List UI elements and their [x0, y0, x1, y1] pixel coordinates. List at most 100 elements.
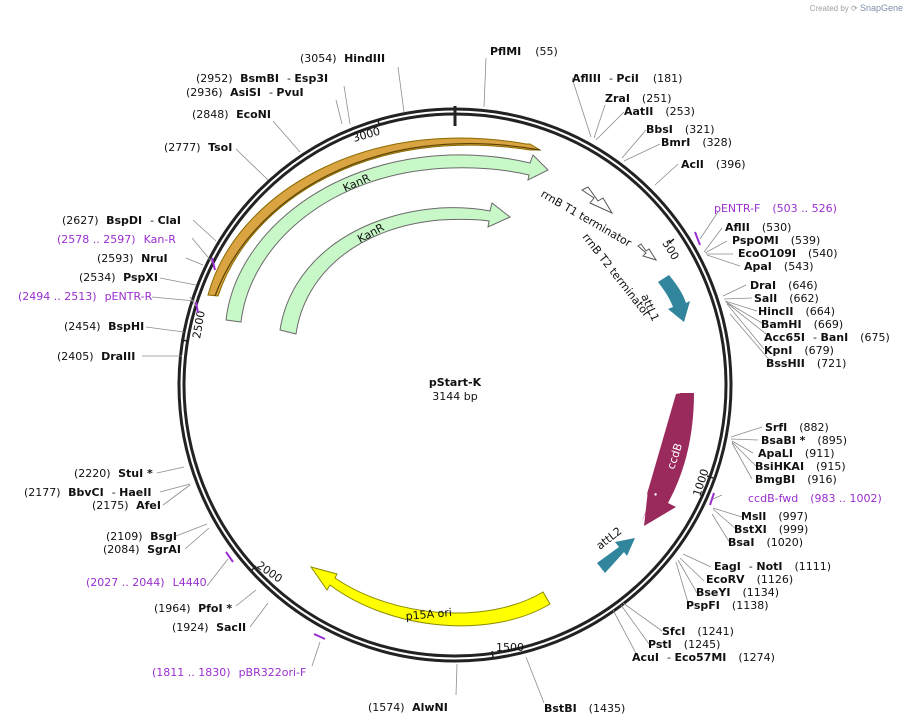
leader-zrai	[593, 104, 625, 141]
site-pspxi[interactable]: (2534) PspXI	[79, 271, 158, 284]
site-bsai[interactable]: BsaI (1020)	[728, 536, 803, 549]
site-sgrai[interactable]: (2084) SgrAI	[103, 543, 181, 556]
tick-2000-mark	[251, 565, 257, 571]
site-sfci[interactable]: SfcI (1241)	[662, 625, 734, 638]
site-bseyi[interactable]: BseYI (1134)	[696, 586, 779, 599]
site-acc65i[interactable]: Acc65I - BanI (675)	[764, 331, 890, 344]
site-stui[interactable]: (2220) StuI *	[74, 467, 153, 480]
site-psti[interactable]: PstI (1245)	[648, 638, 720, 651]
pentr-r-mark	[195, 301, 199, 314]
primer-markers	[195, 231, 715, 640]
leader-hindiii	[397, 66, 405, 113]
leader-acli	[654, 163, 679, 186]
site-bamhi[interactable]: BamHI (669)	[761, 318, 843, 331]
site-acli[interactable]: AclI (396)	[681, 158, 746, 171]
site-sacii[interactable]: (1924) SacII	[172, 621, 246, 634]
pbr322ori-f-mark	[313, 633, 326, 640]
kanr-outline-feature[interactable]	[207, 137, 542, 297]
site-afei[interactable]: (2175) AfeI	[92, 499, 161, 512]
site-bsphi[interactable]: (2454) BspHI	[64, 320, 144, 333]
site-bmgbi[interactable]: BmgBI (916)	[755, 473, 837, 486]
site-bspdi[interactable]: (2627) BspDI - ClaI	[62, 214, 181, 227]
site-hincii[interactable]: HincII (664)	[758, 305, 835, 318]
site-asisi[interactable]: (2936) AsiSI - PvuI	[186, 86, 304, 99]
leader-afliii	[571, 77, 592, 138]
site-pspfi[interactable]: PspFI (1138)	[686, 599, 768, 612]
site-apai[interactable]: ApaI (543)	[744, 260, 814, 273]
attl1-feature[interactable]	[658, 275, 690, 322]
kanr-outer-feature[interactable]	[225, 154, 549, 323]
site-draiii[interactable]: (2405) DraIII	[57, 350, 135, 363]
tick-500-mark	[668, 238, 675, 244]
site-alwni[interactable]: (1574) AlwNI	[368, 701, 448, 714]
primer-ccdb-fwd[interactable]: ccdB-fwd (983 .. 1002)	[748, 492, 882, 505]
site-apali[interactable]: ApaLI (911)	[758, 447, 835, 460]
leader-bbvci	[159, 483, 191, 506]
leader-bsmbi	[335, 85, 351, 125]
primer-kan-r[interactable]: (2578 .. 2597) Kan-R	[57, 233, 176, 246]
kanr-inner-feature[interactable]	[279, 202, 511, 335]
p15a-ori-feature[interactable]	[309, 566, 551, 627]
site-drai[interactable]: DraI (646)	[750, 279, 818, 292]
site-pflmi[interactable]: PflMI (55)	[490, 45, 558, 58]
leader-bstbi	[525, 656, 545, 704]
primer-pentr-f[interactable]: pENTR-F (503 .. 526)	[714, 202, 837, 215]
tick-1500-mark	[491, 650, 494, 658]
site-aflii[interactable]: AflII (530)	[725, 221, 791, 234]
site-kpni[interactable]: KpnI (679)	[764, 344, 834, 357]
leader-tsoi	[235, 148, 269, 181]
plasmid-length: 3144 bp	[432, 390, 477, 403]
l4440-mark	[225, 551, 234, 563]
site-bsihkai[interactable]: BsiHKAI (915)	[755, 460, 846, 473]
rrnb-t1-feature[interactable]	[581, 186, 614, 215]
site-bbvci[interactable]: (2177) BbvCI - HaeII	[24, 486, 151, 499]
site-msli[interactable]: MslI (997)	[741, 510, 808, 523]
leader-srfi	[730, 426, 763, 480]
site-eagi[interactable]: EagI - NotI (1111)	[714, 560, 831, 573]
leader-pflmi	[483, 57, 487, 108]
site-econi[interactable]: (2848) EcoNI	[192, 108, 271, 121]
leader-bsphi	[145, 326, 185, 333]
site-srfi[interactable]: SrfI (882)	[765, 421, 829, 434]
kanr-track-line	[214, 143, 541, 297]
site-ecorv[interactable]: EcoRV (1126)	[706, 573, 793, 586]
site-bsabi[interactable]: BsaBI * (895)	[761, 434, 847, 447]
site-pspomi[interactable]: PspOMI (539)	[732, 234, 820, 247]
site-pfoi[interactable]: (1964) PfoI *	[154, 602, 232, 615]
rrnb-t2-label: rrnB T2 terminator	[580, 231, 654, 320]
site-acui[interactable]: AcuI - Eco57MI (1274)	[632, 651, 775, 664]
primer-l4440[interactable]: (2027 .. 2044) L4440	[86, 576, 207, 589]
tick-2500-mark	[180, 339, 189, 342]
leader-pspxi	[151, 277, 197, 302]
site-hindiii[interactable]: (3054) HindIII	[300, 52, 385, 65]
site-zrai[interactable]: ZraI (251)	[605, 92, 672, 105]
site-tsoi[interactable]: (2777) TsoI	[164, 141, 232, 154]
site-bsgi[interactable]: (2109) BsgI	[106, 530, 177, 543]
site-afliii[interactable]: AflIII - PciI (181)	[572, 72, 682, 85]
attl2-feature[interactable]	[597, 538, 635, 573]
primer-pentr-r[interactable]: (2494 .. 2513) pENTR-R	[18, 290, 153, 303]
site-bsmbi[interactable]: (2952) BsmBI - Esp3I	[196, 72, 328, 85]
leader-aflii	[703, 227, 741, 267]
site-bstxi[interactable]: BstXI (999)	[734, 523, 808, 536]
site-eco0109i[interactable]: EcoO109I (540)	[738, 247, 838, 260]
site-bbsi[interactable]: BbsI (321)	[646, 123, 715, 136]
site-bmri[interactable]: BmrI (328)	[661, 136, 732, 149]
leader-drai	[722, 284, 773, 364]
site-bstbi[interactable]: BstBI (1435)	[544, 702, 625, 715]
leader-bbsi	[621, 129, 661, 162]
leader-bsgi	[175, 523, 210, 550]
tick-3000-mark	[377, 118, 380, 126]
site-aatii[interactable]: AatII (253)	[624, 105, 695, 118]
site-sali[interactable]: SalI (662)	[754, 292, 819, 305]
site-nrui[interactable]: (2593) NruI	[97, 252, 168, 265]
tick-1500: 1500	[496, 641, 524, 654]
leader-pfoi	[235, 589, 269, 628]
site-bsshii[interactable]: BssHII (721)	[766, 357, 846, 370]
tick-1000-mark	[706, 475, 714, 479]
leader-msli	[711, 507, 743, 544]
primer-pbr322ori-f[interactable]: (1811 .. 1830) pBR322ori-F	[152, 666, 306, 679]
rrnb-t2-feature[interactable]	[637, 243, 658, 261]
snapgene-watermark: Created by ⟳ SnapGene	[809, 3, 903, 13]
ccdb-feature[interactable]	[641, 393, 694, 526]
